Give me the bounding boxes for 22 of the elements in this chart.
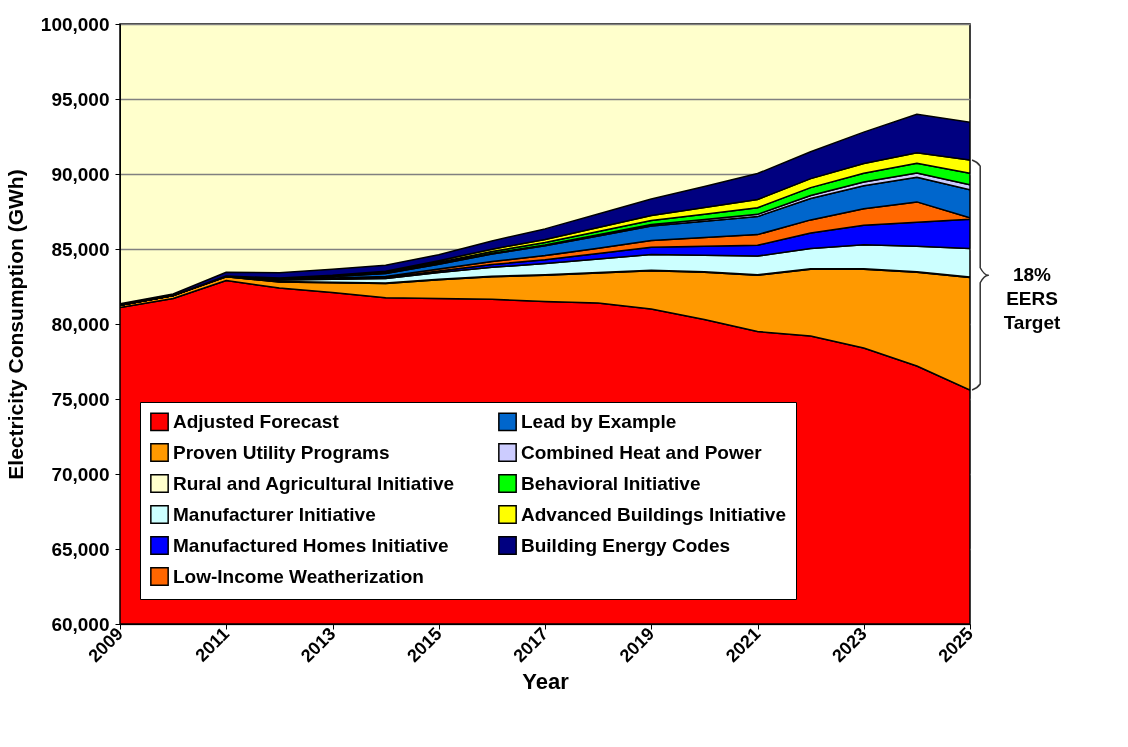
y-tick-label: 95,000 [51, 88, 110, 110]
legend-label: Manufacturer Initiative [173, 503, 376, 525]
y-tick-label: 80,000 [51, 313, 110, 335]
x-axis-title: Year [522, 669, 570, 695]
legend-label: Behavioral Initiative [521, 472, 701, 494]
legend-label: Building Energy Codes [521, 534, 731, 556]
legend-label: Proven Utility Programs [173, 441, 390, 463]
legend-label: Manufactured Homes Initiative [173, 534, 449, 556]
y-tick-label: 70,000 [51, 463, 110, 485]
y-tick-label: 100,000 [40, 13, 110, 35]
legend-label: Adjusted Forecast [173, 410, 340, 432]
y-tick-label: 85,000 [51, 238, 110, 260]
legend-label: Rural and Agricultural Initiative [173, 472, 455, 494]
y-tick-label: 90,000 [51, 163, 110, 185]
legend-label: Low-Income Weatherization [173, 565, 424, 587]
y-tick-label: 75,000 [51, 388, 110, 410]
legend-label: Combined Heat and Power [521, 441, 763, 463]
y-axis-title: Electricity Consumption (GWh) [3, 169, 27, 480]
y-tick-label: 65,000 [51, 538, 110, 560]
annotation: 18% EERS Target [1003, 264, 1061, 334]
legend-label: Advanced Buildings Initiative [521, 503, 786, 525]
legend-label: Lead by Example [521, 410, 677, 432]
